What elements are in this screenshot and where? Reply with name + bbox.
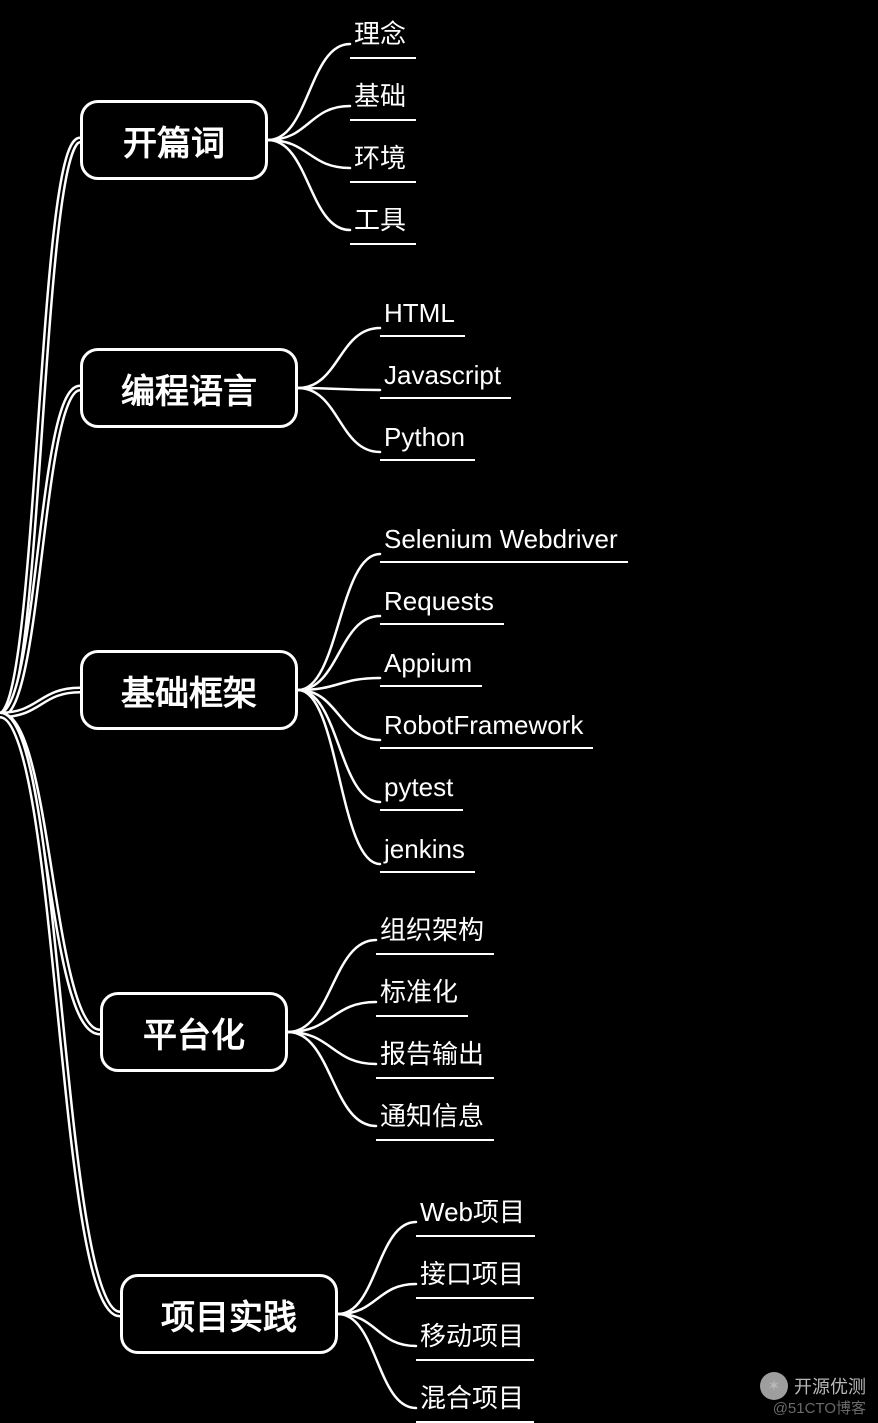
branch-node: 编程语言 <box>80 348 298 428</box>
leaf-node: 基础 <box>350 72 416 121</box>
leaf-label: 基础 <box>354 81 406 111</box>
leaf-node: 混合项目 <box>416 1374 534 1423</box>
branch-node: 基础框架 <box>80 650 298 730</box>
watermark-text: 开源优测 <box>794 1373 866 1399</box>
branch-label: 项目实践 <box>161 1290 297 1339</box>
leaf-node: HTML <box>380 294 465 337</box>
leaf-label: HTML <box>384 298 455 328</box>
leaf-label: 标准化 <box>380 977 458 1007</box>
leaf-label: Web项目 <box>420 1197 525 1227</box>
wechat-icon: ✶ <box>760 1372 788 1400</box>
watermark-main: ✶ 开源优测 <box>760 1372 866 1400</box>
leaf-label: jenkins <box>384 834 465 864</box>
branch-label: 基础框架 <box>121 666 257 715</box>
leaf-node: pytest <box>380 768 463 811</box>
leaf-label: pytest <box>384 772 453 802</box>
leaf-node: Python <box>380 418 475 461</box>
leaf-node: Selenium Webdriver <box>380 520 628 563</box>
leaf-label: Python <box>384 422 465 452</box>
leaf-node: 接口项目 <box>416 1250 534 1299</box>
leaf-node: 工具 <box>350 196 416 245</box>
leaf-node: Web项目 <box>416 1188 535 1237</box>
branch-node: 项目实践 <box>120 1274 338 1354</box>
leaf-node: 标准化 <box>376 968 468 1017</box>
leaf-node: 环境 <box>350 134 416 183</box>
leaf-label: 环境 <box>354 143 406 173</box>
leaf-label: 理念 <box>354 19 406 49</box>
leaf-label: Selenium Webdriver <box>384 524 618 554</box>
leaf-label: 工具 <box>354 205 406 235</box>
leaf-label: 组织架构 <box>380 915 484 945</box>
leaf-label: 通知信息 <box>380 1101 484 1131</box>
leaf-label: 接口项目 <box>420 1259 524 1289</box>
leaf-node: Requests <box>380 582 504 625</box>
leaf-node: jenkins <box>380 830 475 873</box>
branch-node: 开篇词 <box>80 100 268 180</box>
leaf-node: RobotFramework <box>380 706 593 749</box>
branch-node: 平台化 <box>100 992 288 1072</box>
leaf-label: 移动项目 <box>420 1321 524 1351</box>
leaf-label: 报告输出 <box>380 1039 484 1069</box>
leaf-node: 通知信息 <box>376 1092 494 1141</box>
watermark-sub: @51CTO博客 <box>773 1397 866 1418</box>
leaf-label: Appium <box>384 648 472 678</box>
leaf-label: 混合项目 <box>420 1383 524 1413</box>
leaf-node: 报告输出 <box>376 1030 494 1079</box>
leaf-label: Requests <box>384 586 494 616</box>
branch-label: 编程语言 <box>121 364 257 413</box>
leaf-label: RobotFramework <box>384 710 583 740</box>
leaf-node: 移动项目 <box>416 1312 534 1361</box>
leaf-node: 组织架构 <box>376 906 494 955</box>
leaf-node: Javascript <box>380 356 511 399</box>
leaf-node: Appium <box>380 644 482 687</box>
leaf-node: 理念 <box>350 10 416 59</box>
branch-label: 平台化 <box>143 1008 245 1057</box>
leaf-label: Javascript <box>384 360 501 390</box>
branch-label: 开篇词 <box>123 116 225 165</box>
